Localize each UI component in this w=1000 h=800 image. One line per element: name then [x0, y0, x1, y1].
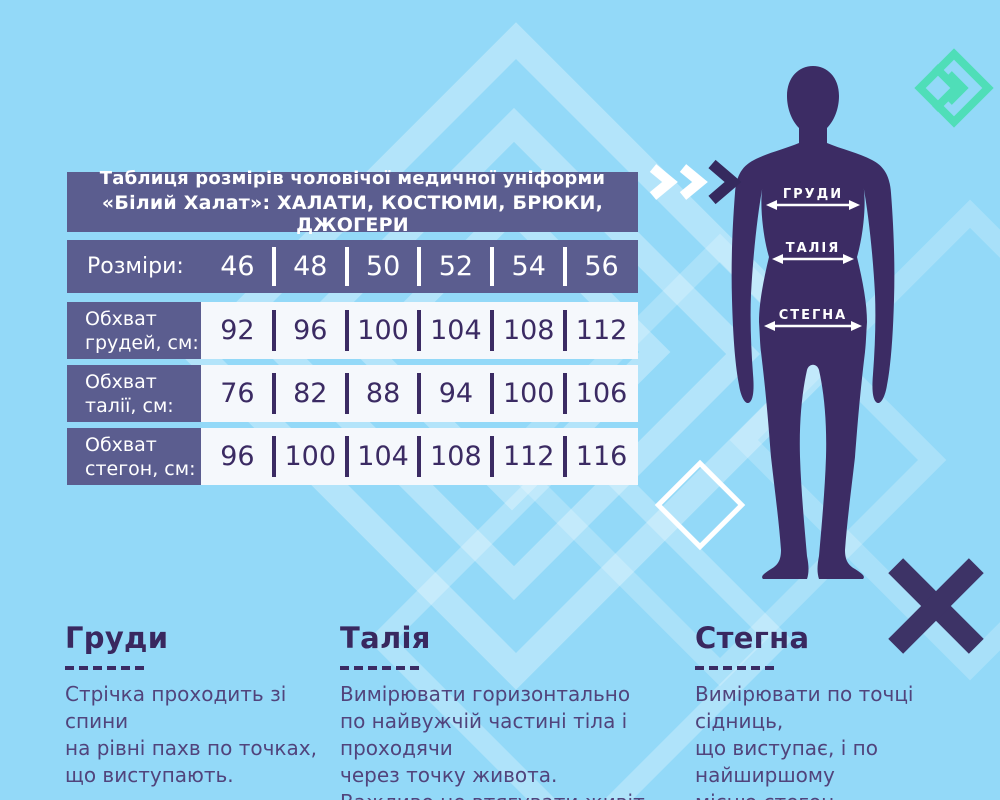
value-cell: 112: [563, 302, 638, 359]
row-label-chest: Обхват грудей, см:: [67, 302, 201, 359]
table-row-chest: Обхват грудей, см: 92 96 100 104 108 112: [67, 302, 638, 359]
section-waist: Талія Вимірювати горизонтально по найвуж…: [340, 621, 690, 800]
size-cell: 52: [417, 240, 492, 293]
size-cell: 46: [220, 251, 255, 282]
section-chest-heading: Груди: [65, 621, 169, 655]
section-hips: Стегна Вимірювати по точці сідниць, що в…: [695, 621, 995, 800]
value-cell: 94: [417, 365, 492, 422]
sizes-row-label: Розміри:: [87, 254, 184, 279]
value-cell: 112: [490, 428, 565, 485]
dashed-divider: [695, 666, 775, 670]
table-title-line2: «Білий Халат»: ХАЛАТИ, КОСТЮМИ, БРЮКИ, Д…: [101, 192, 604, 236]
hips-measure-label: СТЕГНА: [779, 308, 848, 323]
chest-measure-label: ГРУДИ: [783, 187, 843, 202]
dashed-divider: [340, 666, 420, 670]
section-waist-body: Вимірювати горизонтально по найвужчій ча…: [340, 682, 651, 800]
value-cell: 82: [271, 365, 347, 422]
size-cell: 56: [563, 240, 638, 293]
value-cell: 104: [417, 302, 492, 359]
row-values-waist: 76 82 88 94 100 106: [201, 365, 638, 422]
size-cell: 50: [344, 240, 420, 293]
waist-measure-label: ТАЛІЯ: [786, 241, 841, 256]
size-table: Таблиця розмірів чоловічої медичної уніф…: [67, 168, 638, 485]
value-cell: 106: [563, 365, 638, 422]
value-cell: 100: [344, 302, 420, 359]
table-row-waist: Обхват талії, см: 76 82 88 94 100 106: [67, 365, 638, 422]
section-waist-heading: Талія: [340, 621, 431, 655]
value-cell: 96: [220, 441, 255, 472]
value-cell: 96: [271, 302, 347, 359]
size-cell: 54: [490, 240, 565, 293]
diamond-chevron-logo-icon: [914, 48, 994, 128]
row-label-waist: Обхват талії, см:: [67, 365, 201, 422]
section-hips-heading: Стегна: [695, 621, 810, 655]
value-cell: 108: [490, 302, 565, 359]
value-cell: 104: [344, 428, 420, 485]
table-row-hips: Обхват стегон, см: 96 100 104 108 112 11…: [67, 428, 638, 485]
value-cell: 100: [271, 428, 347, 485]
value-cell: 108: [417, 428, 492, 485]
section-chest-body: Стрічка проходить зі спини на рівні пахв…: [65, 682, 317, 787]
table-title: Таблиця розмірів чоловічої медичної уніф…: [67, 168, 638, 236]
silhouette-body: [731, 66, 895, 579]
table-title-line1: Таблиця розмірів чоловічої медичної уніф…: [99, 168, 606, 189]
dashed-divider: [65, 666, 145, 670]
sizes-header-row: Розміри: 46 48 50 52 54 56: [67, 240, 638, 293]
sizes-cells: 46 48 50 52 54 56: [201, 240, 638, 293]
row-label-hips: Обхват стегон, см:: [67, 428, 201, 485]
value-cell: 88: [344, 365, 420, 422]
value-cell: 76: [220, 378, 255, 409]
row-values-chest: 92 96 100 104 108 112: [201, 302, 638, 359]
value-cell: 100: [490, 365, 565, 422]
value-cell: 92: [220, 315, 255, 346]
male-silhouette-figure: ГРУДИ ТАЛІЯ СТЕГНА: [731, 66, 895, 579]
row-values-hips: 96 100 104 108 112 116: [201, 428, 638, 485]
value-cell: 116: [563, 428, 638, 485]
size-cell: 48: [271, 240, 347, 293]
section-hips-body: Вимірювати по точці сідниць, що виступає…: [695, 682, 914, 800]
section-chest: Груди Стрічка проходить зі спини на рівн…: [65, 621, 345, 789]
triple-chevron-icon: [649, 159, 742, 205]
